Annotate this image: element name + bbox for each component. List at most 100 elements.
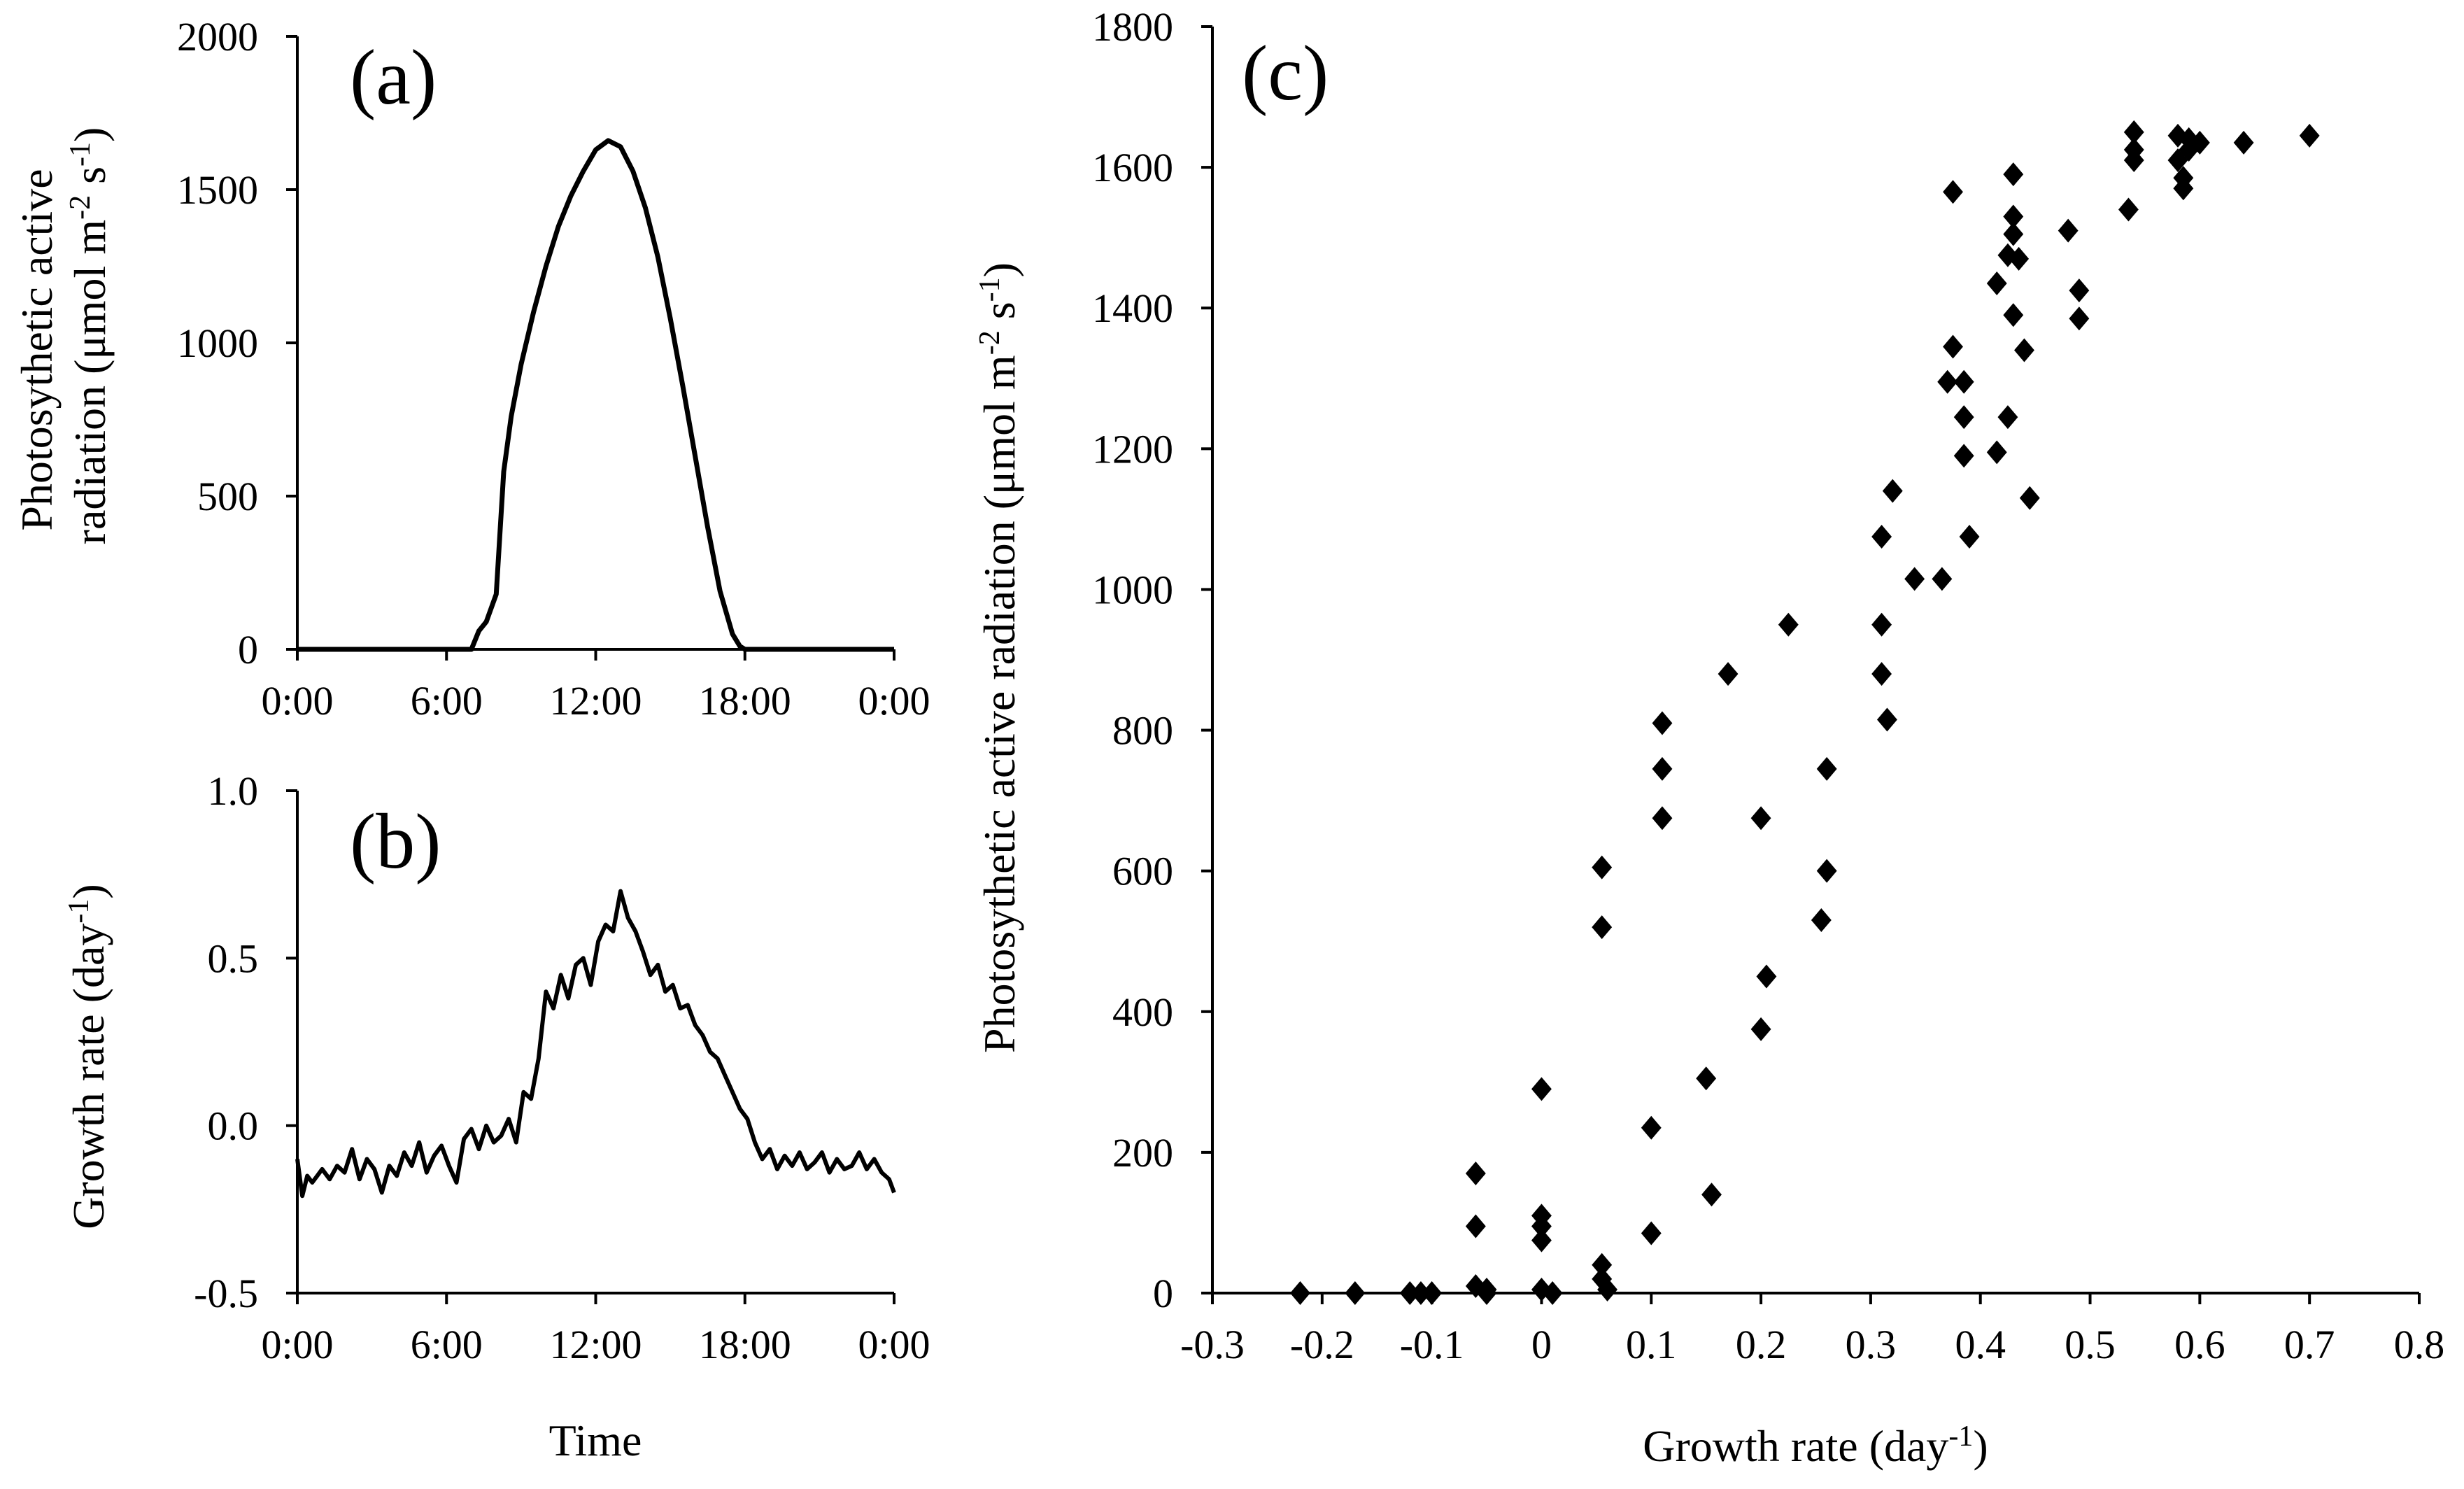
scatter-point xyxy=(2009,246,2030,271)
scatter-point xyxy=(2003,204,2024,229)
scatter-point xyxy=(1345,1281,1366,1305)
y-tick-label: 1000 xyxy=(1092,567,1173,612)
panel-a-y-title-line2: radiation (μmol m-2 s-1) xyxy=(64,127,115,545)
x-tick-label: 12:00 xyxy=(549,678,642,724)
x-tick-label: 6:00 xyxy=(411,678,483,724)
scatter-point xyxy=(1652,756,1673,781)
scatter-point xyxy=(1871,612,1892,637)
panel-a-x-ticks: 0:00 6:00 12:00 18:00 0:00 xyxy=(261,649,930,724)
y-tick-label: 0.5 xyxy=(208,936,259,981)
scatter-point xyxy=(2003,162,2024,187)
scatter-point xyxy=(1399,1281,1420,1305)
x-tick-label: -0.3 xyxy=(1180,1322,1245,1367)
scatter-point xyxy=(1696,1066,1717,1091)
scatter-point xyxy=(1871,525,1892,549)
scatter-point xyxy=(2123,137,2144,162)
panel-a-y-title-line1: Photosythetic active xyxy=(12,169,62,530)
scatter-point xyxy=(1542,1281,1563,1305)
x-tick-label: 0.8 xyxy=(2394,1322,2445,1367)
scatter-point xyxy=(1592,915,1613,940)
scatter-point xyxy=(1986,440,2007,465)
x-tick-label: 6:00 xyxy=(411,1322,483,1367)
scatter-point xyxy=(1986,271,2007,296)
y-tick-label: 1000 xyxy=(177,320,258,366)
panel-b-growth-vs-time: -0.5 0.0 0.5 1.0 0:00 6:00 12:00 18:00 0:00 (b)… xyxy=(63,768,930,1465)
x-tick-label: 0.6 xyxy=(2174,1322,2225,1367)
scatter-point xyxy=(1750,806,1771,831)
y-tick-label: 1200 xyxy=(1092,426,1173,472)
scatter-point xyxy=(2299,123,2320,148)
scatter-point xyxy=(1882,479,1903,503)
scatter-point xyxy=(1641,1115,1662,1140)
scatter-point xyxy=(1943,334,1963,359)
panel-c-y-ticks: 0 200 400 600 800 1000 1200 1400 1600 1800 xyxy=(1092,4,1212,1316)
x-tick-label: 0:00 xyxy=(858,678,930,724)
scatter-point xyxy=(1904,567,1925,591)
scatter-point xyxy=(2123,120,2144,144)
panel-b-label: (b) xyxy=(350,798,441,885)
y-tick-label: 2000 xyxy=(177,14,258,59)
y-tick-label: 0 xyxy=(1153,1271,1173,1316)
x-tick-label: -0.1 xyxy=(1400,1322,1464,1367)
scatter-point xyxy=(1476,1281,1497,1305)
panel-b-growth-line xyxy=(295,889,896,1199)
scatter-point xyxy=(1641,1221,1662,1245)
scatter-point xyxy=(1876,707,1897,732)
panel-c-label: (c) xyxy=(1242,30,1329,117)
panel-a-label: (a) xyxy=(350,34,437,121)
scatter-point xyxy=(1592,1266,1613,1291)
scatter-point xyxy=(1592,855,1613,880)
panel-b-y-ticks: -0.5 0.0 0.5 1.0 xyxy=(194,768,297,1316)
scatter-point xyxy=(1652,711,1673,735)
y-tick-label: 1.0 xyxy=(208,768,259,814)
x-tick-label: 0.3 xyxy=(1846,1322,1897,1367)
scatter-point xyxy=(2167,123,2188,148)
scatter-point xyxy=(1778,612,1799,637)
panel-c-y-title: Photosythetic active radiation (μmol m-2… xyxy=(974,262,1024,1053)
scatter-point xyxy=(1531,1228,1552,1252)
scatter-point xyxy=(2167,148,2188,173)
scatter-point xyxy=(2173,176,2194,201)
scatter-point xyxy=(1597,1277,1617,1301)
y-tick-label: 800 xyxy=(1112,708,1173,754)
scatter-point xyxy=(1959,525,1980,549)
panel-c-x-ticks: -0.3 -0.2 -0.1 0 0.1 0.2 0.3 0.4 0.5 0.6 0.7 0.8 xyxy=(1180,1293,2444,1367)
x-tick-label: 0.2 xyxy=(1736,1322,1787,1367)
scatter-point xyxy=(1652,806,1673,831)
scatter-point xyxy=(1290,1281,1310,1305)
scatter-point xyxy=(1531,1077,1552,1101)
scatter-point xyxy=(1756,964,1777,989)
scatter-point xyxy=(2118,197,2139,222)
x-tick-label: 0.7 xyxy=(2284,1322,2335,1367)
y-tick-label: 1500 xyxy=(177,167,258,213)
y-tick-label: 0 xyxy=(238,627,258,672)
scatter-point xyxy=(1592,1252,1613,1277)
scatter-point xyxy=(1750,1017,1771,1041)
scatter-point xyxy=(1871,662,1892,686)
scatter-point xyxy=(2003,222,2024,246)
y-tick-label: -0.5 xyxy=(194,1271,258,1316)
scatter-point xyxy=(2003,303,2024,327)
y-tick-label: 1800 xyxy=(1092,4,1173,50)
scatter-point xyxy=(2019,486,2040,510)
y-tick-label: 400 xyxy=(1112,989,1173,1035)
scatter-point xyxy=(2069,278,2090,303)
scatter-point xyxy=(1953,405,1974,430)
x-tick-label: -0.2 xyxy=(1290,1322,1354,1367)
x-tick-label: 0.5 xyxy=(2065,1322,2116,1367)
scatter-point xyxy=(1816,756,1837,781)
scatter-point xyxy=(1816,859,1837,883)
y-tick-label: 0.0 xyxy=(208,1103,259,1149)
y-tick-label: 1400 xyxy=(1092,285,1173,331)
panel-a-par-line xyxy=(297,138,894,652)
x-tick-label: 0:00 xyxy=(261,1322,333,1367)
x-tick-label: 0 xyxy=(1531,1322,1552,1367)
x-tick-label: 0.4 xyxy=(1955,1322,2006,1367)
scatter-point xyxy=(2069,306,2090,331)
panel-c-x-title: Growth rate (day-1) xyxy=(1643,1420,1988,1471)
scatter-point xyxy=(1531,1214,1552,1239)
scatter-point xyxy=(1422,1281,1443,1305)
scatter-point xyxy=(1465,1162,1486,1186)
scatter-point xyxy=(1953,369,1974,394)
